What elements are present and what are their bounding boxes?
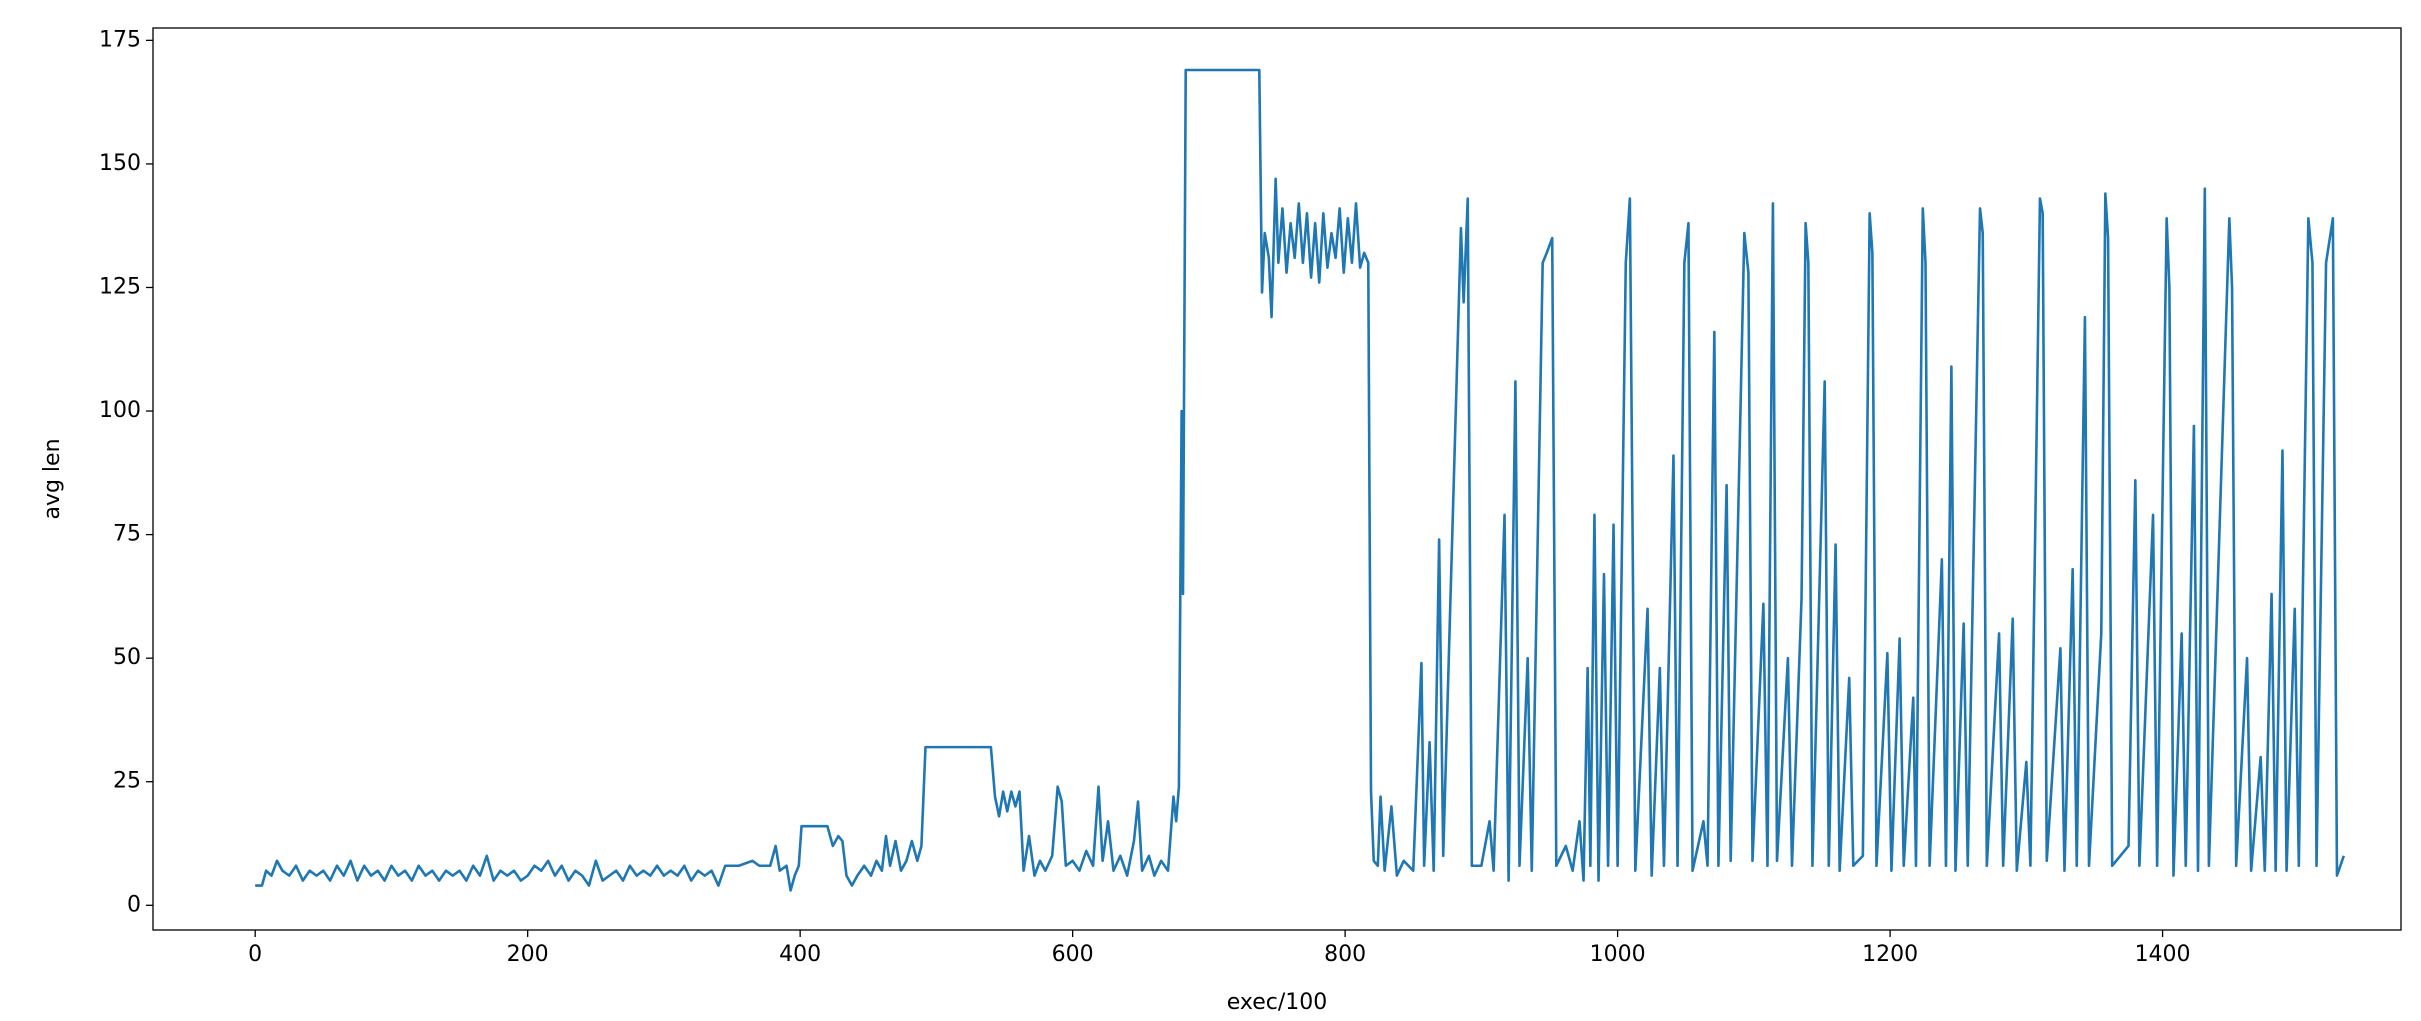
y-tick-label: 125 (99, 274, 141, 299)
x-tick-label: 200 (507, 942, 549, 967)
y-tick-label: 25 (113, 769, 141, 794)
x-tick-label: 800 (1324, 942, 1366, 967)
y-tick-label: 150 (99, 151, 141, 176)
y-tick-label: 50 (113, 645, 141, 670)
x-axis-label: exec/100 (1227, 990, 1328, 1015)
x-tick-label: 600 (1052, 942, 1094, 967)
x-tick-label: 1000 (1590, 942, 1646, 967)
y-tick-label: 100 (99, 398, 141, 423)
plot-frame (152, 27, 2402, 931)
x-tick-label: 1200 (1862, 942, 1918, 967)
x-tick-label: 1400 (2135, 942, 2191, 967)
y-axis-label: avg len (40, 438, 65, 519)
y-tick-label: 75 (113, 522, 141, 547)
x-tick-label: 400 (779, 942, 821, 967)
y-tick-label: 0 (127, 892, 141, 917)
y-tick-label: 175 (99, 27, 141, 52)
x-tick-label: 0 (248, 942, 262, 967)
data-line (255, 68, 2346, 892)
